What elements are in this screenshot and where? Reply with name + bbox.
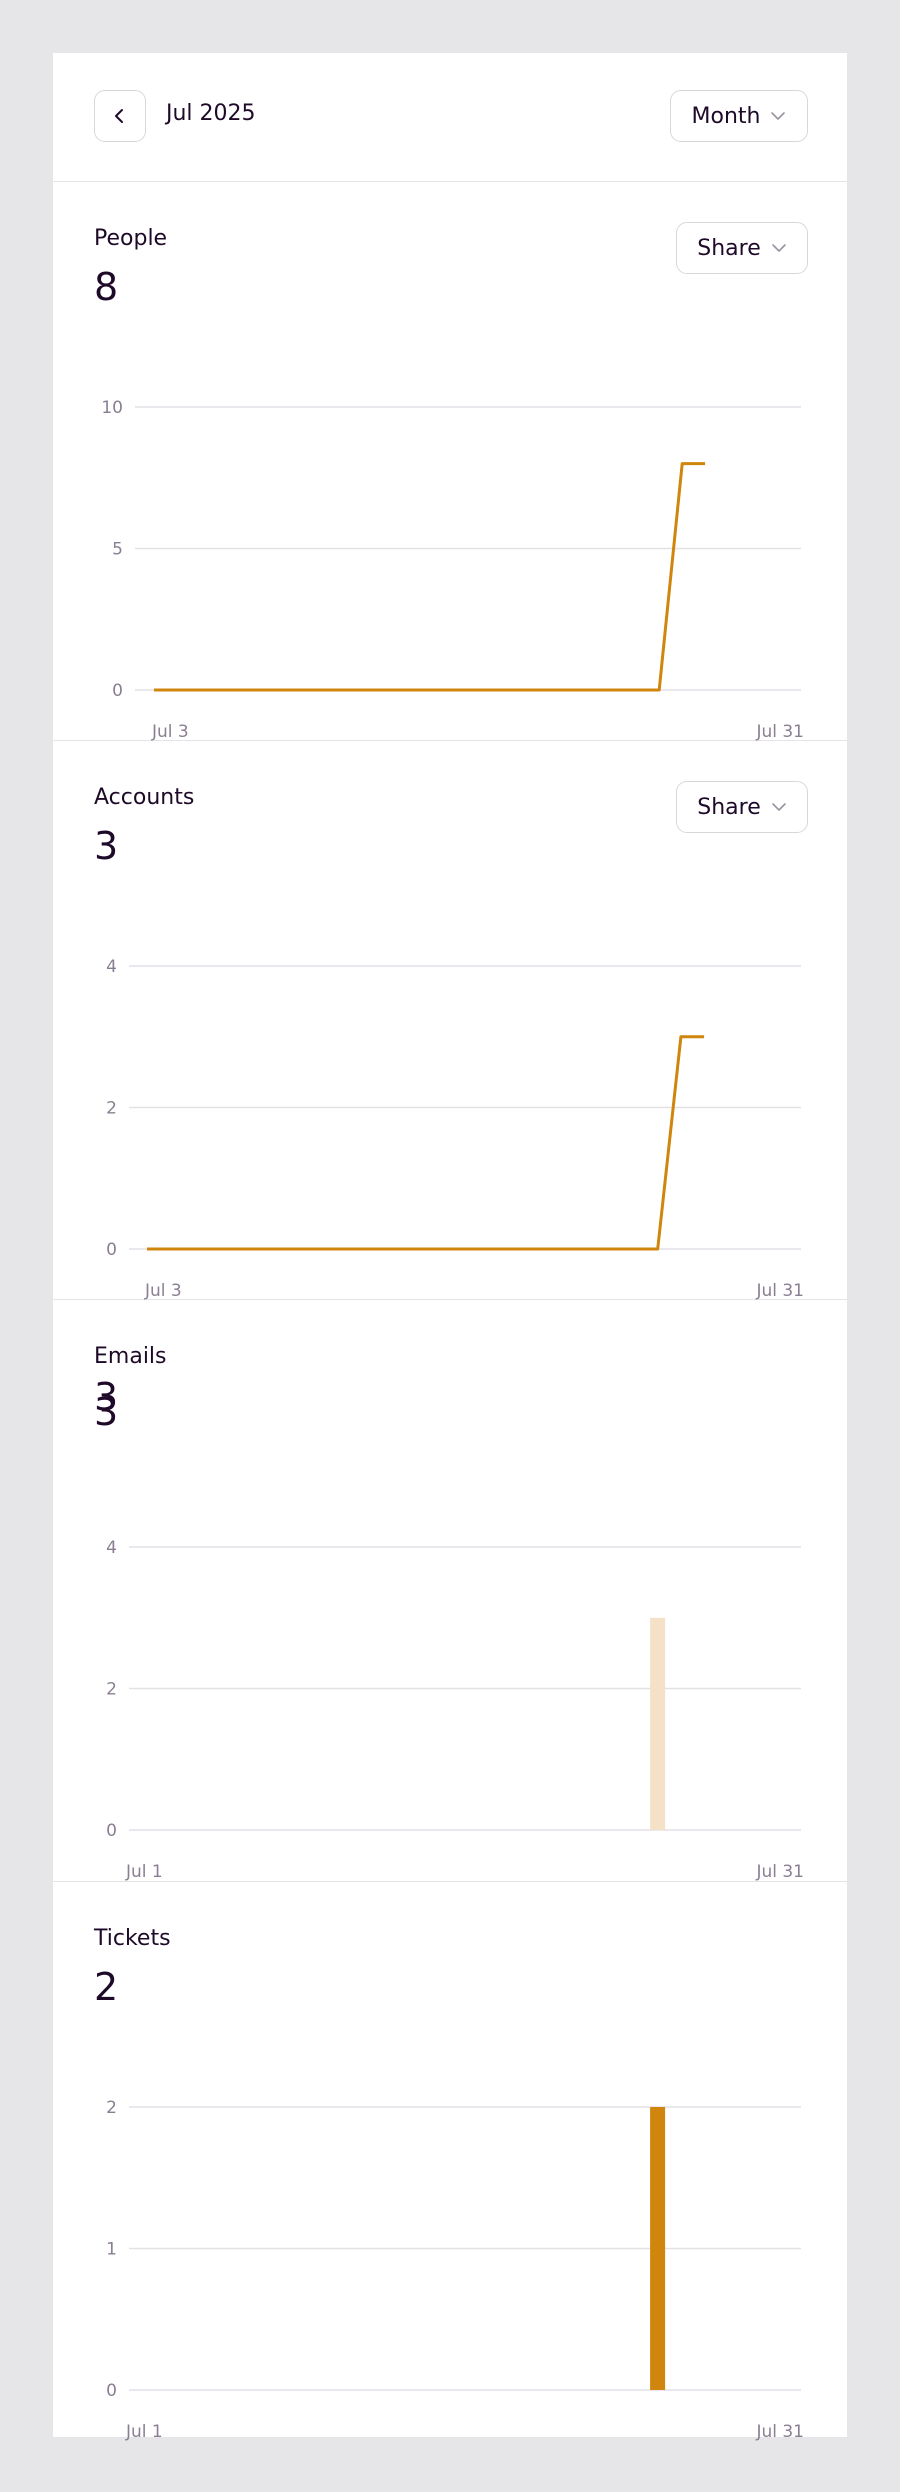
panel-title: People [94, 226, 168, 251]
y-tick-label: 0 [106, 1821, 117, 1841]
range-select-label: Month [691, 103, 761, 129]
y-tick-label: 1 [106, 2240, 117, 2260]
chevron-left-icon [115, 109, 123, 123]
panel-value-overlap: 3 [94, 1375, 119, 1419]
y-tick-label: 2 [106, 1680, 117, 1700]
people-chart: 0 5 10 Jul 3 Jul 31 [101, 398, 804, 742]
share-select[interactable]: Share [676, 781, 808, 833]
panel-title: Tickets [94, 1926, 171, 1951]
y-tick-label: 0 [106, 2381, 117, 2401]
bar [650, 1617, 666, 1831]
y-tick-label: 2 [106, 1099, 117, 1119]
x-tick-label: Jul 31 [755, 722, 804, 742]
tickets-panel: Tickets 2 0 1 2 Jul 1 Jul 31 [53, 1882, 847, 2442]
y-tick-label: 4 [106, 957, 117, 977]
chevron-down-icon [771, 803, 786, 811]
x-tick-label: Jul 1 [125, 2422, 163, 2442]
series-line [154, 462, 706, 692]
share-select[interactable]: Share [676, 222, 808, 274]
panel-value: 3 [94, 1390, 119, 1434]
panel-value: 3 [94, 824, 119, 868]
chevron-down-icon [771, 112, 786, 120]
x-tick-label: Jul 1 [125, 1862, 163, 1882]
month-title: Jul 2025 [166, 101, 256, 126]
panel-value: 2 [94, 1965, 119, 2009]
previous-month-button[interactable] [94, 90, 146, 142]
panel-title: Emails [94, 1344, 167, 1369]
panel-title: Accounts [94, 785, 195, 810]
y-tick-label: 5 [112, 540, 123, 560]
y-tick-label: 10 [101, 398, 123, 418]
bar [650, 2107, 666, 2390]
share-select-label: Share [697, 235, 761, 261]
tickets-chart: 0 1 2 Jul 1 Jul 31 [106, 2098, 804, 2442]
x-tick-label: Jul 31 [755, 1281, 804, 1301]
accounts-panel: Accounts 3 Share 0 2 4 Jul 3 Jul 31 [53, 741, 847, 1301]
y-tick-label: 0 [106, 1240, 117, 1260]
x-tick-label: Jul 31 [755, 1862, 804, 1882]
y-tick-label: 4 [106, 1538, 117, 1558]
emails-chart: 0 2 4 Jul 1 Jul 31 [106, 1538, 804, 1882]
y-tick-label: 0 [112, 681, 123, 701]
x-tick-label: Jul 3 [144, 1281, 182, 1301]
people-panel: People 8 Share 0 5 10 Jul 3 Jul 31 [53, 182, 847, 742]
panel-value: 8 [94, 265, 119, 309]
range-select[interactable]: Month [670, 90, 808, 142]
series-line [147, 1035, 705, 1251]
x-tick-label: Jul 3 [151, 722, 189, 742]
share-select-label: Share [697, 794, 761, 820]
dashboard-header: Jul 2025 Month [53, 53, 847, 182]
chevron-down-icon [771, 244, 786, 252]
accounts-chart: 0 2 4 Jul 3 Jul 31 [106, 957, 804, 1301]
emails-panel: Emails 3 3 0 2 4 Jul 1 Jul 31 [53, 1300, 847, 1882]
y-tick-label: 2 [106, 2098, 117, 2118]
x-tick-label: Jul 31 [755, 2422, 804, 2442]
